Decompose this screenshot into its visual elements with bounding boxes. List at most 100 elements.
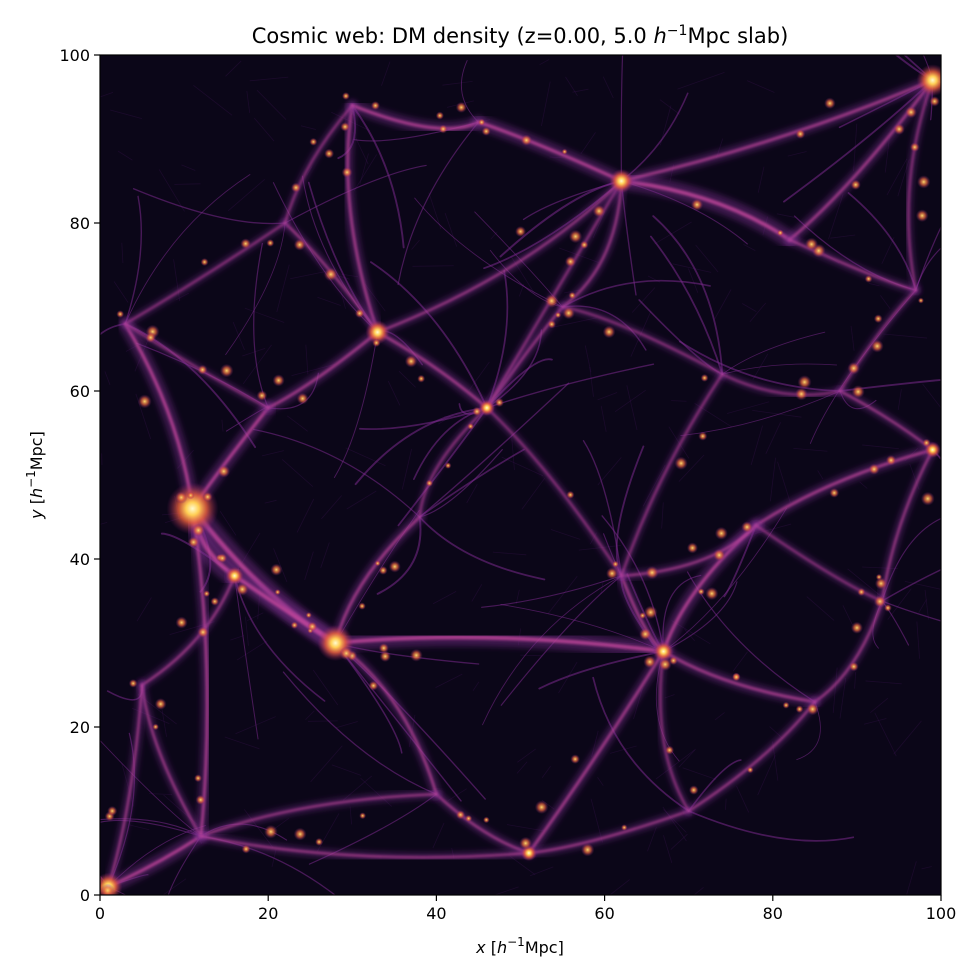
small-halo [154, 698, 167, 710]
halo-markers [100, 64, 941, 895]
void-streak [881, 237, 895, 264]
void-streak [655, 748, 696, 780]
void-streak [312, 669, 339, 706]
small-halo [700, 373, 709, 382]
void-streak [839, 677, 847, 719]
thin-filament [721, 363, 838, 375]
small-halo [339, 646, 354, 661]
void-streak [435, 673, 463, 688]
filament-core [620, 373, 724, 577]
thin-filament [652, 215, 724, 376]
thin-filament [124, 195, 143, 325]
small-halo [611, 560, 619, 568]
small-halo [534, 800, 549, 815]
void-streak [432, 591, 457, 605]
void-streak [104, 371, 111, 386]
x-tick-label: 60 [594, 904, 614, 923]
thin-filament [592, 676, 690, 812]
filament-core [687, 700, 816, 812]
small-halo [564, 256, 577, 268]
thin-filament [500, 575, 623, 706]
void-streak [176, 292, 189, 301]
small-halo [579, 240, 589, 250]
void-texture [100, 59, 941, 895]
filament-core [620, 79, 934, 183]
void-streak [859, 481, 868, 489]
small-halo [797, 375, 812, 390]
filament-core [619, 179, 792, 242]
void-streak [897, 159, 910, 197]
small-halo [620, 824, 628, 831]
void-streak [320, 542, 330, 569]
void-streak [688, 268, 699, 293]
filament-core [284, 104, 354, 224]
small-halo [217, 553, 228, 564]
void-streak [243, 809, 274, 849]
small-halo [690, 198, 704, 211]
axes-frame [99, 54, 942, 896]
thin-filament [100, 322, 127, 336]
void-streak [654, 221, 692, 245]
small-halo [128, 679, 138, 688]
void-streak [511, 434, 515, 471]
void-streak [626, 385, 638, 430]
void-streak [572, 88, 589, 93]
small-halo [435, 111, 444, 120]
void-streak [110, 109, 143, 119]
x-axis-label: x [h−1Mpc] [475, 935, 564, 957]
small-halo [482, 816, 490, 824]
void-streak [117, 150, 133, 161]
small-halo [379, 650, 391, 663]
thin-filament [620, 55, 624, 182]
small-halo [776, 229, 784, 237]
thin-filament [359, 406, 488, 430]
void-streak [828, 193, 844, 240]
void-streak [541, 765, 551, 779]
small-halo [309, 137, 318, 146]
void-streak [904, 580, 941, 590]
x-tick-label: 0 [95, 904, 105, 923]
void-streak [842, 605, 853, 625]
thin-filament [124, 174, 251, 325]
x-tick-label: 20 [258, 904, 278, 923]
halo [365, 320, 390, 345]
small-halo [175, 616, 188, 629]
filament-core [199, 793, 438, 838]
filament-core [435, 793, 530, 855]
void-streak [305, 344, 309, 375]
small-halo [806, 703, 819, 716]
thin-filament [100, 875, 110, 888]
small-halo [100, 883, 115, 895]
void-streak [765, 422, 781, 455]
small-halo [795, 705, 804, 714]
small-halo [354, 308, 365, 319]
void-streak [883, 333, 928, 339]
small-halo [794, 387, 808, 401]
small-halo [444, 462, 452, 469]
filament-core [527, 650, 665, 855]
void-streak [862, 444, 899, 450]
small-halo [145, 332, 157, 343]
filament-core [107, 684, 144, 888]
small-halo [359, 812, 367, 820]
small-halo [494, 397, 505, 408]
void-streak [428, 192, 442, 230]
void-streak [317, 296, 341, 306]
filament-core [124, 222, 286, 325]
void-streak [597, 392, 618, 401]
filament-core [333, 635, 666, 654]
thin-filament [881, 568, 941, 602]
void-streak [471, 584, 483, 602]
void-streak [921, 866, 932, 870]
small-halo [137, 394, 152, 409]
void-streak [174, 183, 201, 185]
halo [225, 566, 244, 585]
void-streak [847, 568, 883, 598]
filament-core [754, 448, 934, 527]
small-halo [643, 655, 657, 669]
small-halo [100, 874, 104, 886]
small-halo [929, 96, 940, 107]
small-halo [307, 621, 318, 632]
void-streak [893, 720, 922, 755]
void-streak [769, 457, 776, 502]
